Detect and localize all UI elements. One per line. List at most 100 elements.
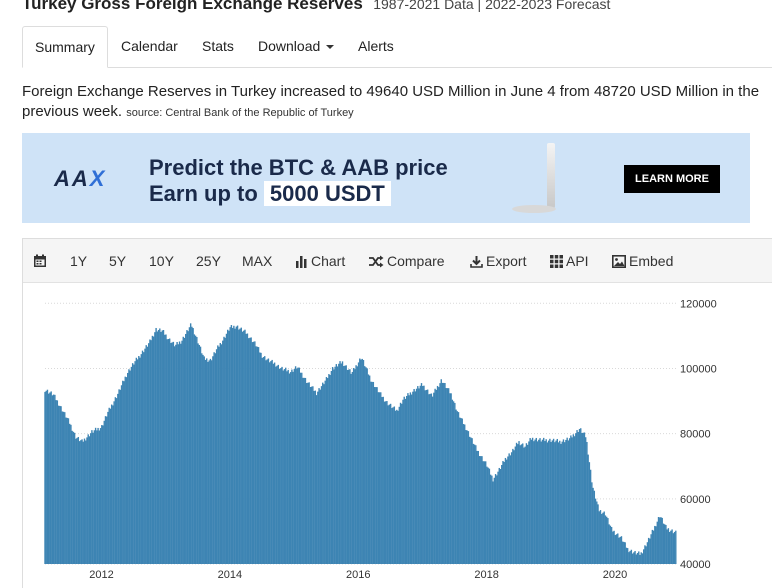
export-button[interactable]: Export xyxy=(470,239,526,283)
chart-bar xyxy=(593,490,596,564)
chart-bar xyxy=(492,481,494,564)
chart-bar xyxy=(183,337,186,564)
chart-bar xyxy=(108,407,110,564)
chart-bar xyxy=(540,441,542,564)
chart-bar xyxy=(333,369,335,564)
chart-bar xyxy=(144,348,146,564)
chart-bar xyxy=(647,537,650,564)
compare-button[interactable]: Compare xyxy=(368,239,445,283)
chart-bar xyxy=(323,384,325,564)
chart-bar xyxy=(123,381,125,564)
chart-bar xyxy=(282,370,284,564)
chart-bar xyxy=(146,346,149,564)
chart-bar xyxy=(281,366,283,564)
chart-bar xyxy=(398,406,400,564)
chart-bar xyxy=(89,433,92,564)
chart-bar xyxy=(238,329,240,564)
chart-bar xyxy=(630,549,633,564)
range-25y-button[interactable]: 25Y xyxy=(196,253,221,269)
chart-bar xyxy=(133,364,135,564)
chart-bar xyxy=(298,367,300,564)
chart-bar xyxy=(51,395,54,564)
chart-bar xyxy=(236,325,239,564)
chart-bar xyxy=(429,393,431,564)
chart-bar xyxy=(533,441,535,564)
chart-bar xyxy=(643,549,645,564)
chart-bar xyxy=(240,327,242,564)
chart-bar xyxy=(103,420,105,564)
chart-bar xyxy=(635,554,638,564)
chart-bar xyxy=(545,439,547,564)
chart-bar xyxy=(671,529,673,564)
chart-bar xyxy=(334,366,336,564)
chart-bar xyxy=(481,456,483,564)
calendar-icon[interactable] xyxy=(33,239,50,283)
tab-summary[interactable]: Summary xyxy=(22,26,108,68)
chart-bar xyxy=(208,360,210,564)
image-icon xyxy=(612,255,626,268)
chart-bar xyxy=(578,428,581,564)
chart-bar xyxy=(668,531,671,564)
chart-bar xyxy=(667,528,670,564)
chart-bar xyxy=(91,430,93,564)
chart-bar xyxy=(607,518,609,564)
chart-bar xyxy=(389,403,392,564)
chart-bar xyxy=(365,367,367,564)
chart-bar xyxy=(375,387,377,564)
chart-bar xyxy=(435,389,438,564)
tab-download[interactable]: Download xyxy=(258,26,335,68)
chart-bar xyxy=(252,341,255,564)
tab-calendar[interactable]: Calendar xyxy=(121,38,178,54)
chart-bar xyxy=(408,395,410,564)
chart-bar xyxy=(519,445,521,564)
range-10y-button[interactable]: 10Y xyxy=(149,253,174,269)
embed-button[interactable]: Embed xyxy=(612,239,673,283)
chart-bar xyxy=(308,382,310,564)
chart-bar xyxy=(166,339,168,564)
chart-bar xyxy=(222,340,224,564)
chart-bar xyxy=(107,411,109,564)
chart-bar xyxy=(387,405,389,564)
chart-bar xyxy=(164,334,166,564)
chart-bar xyxy=(176,341,178,564)
chart-bar xyxy=(583,432,586,564)
chart-bar xyxy=(71,430,73,564)
chart-bar xyxy=(180,343,182,564)
chart-bar xyxy=(286,371,288,564)
chart-bar xyxy=(228,330,230,564)
api-button[interactable]: API xyxy=(550,239,589,283)
tab-stats[interactable]: Stats xyxy=(202,38,234,54)
chart-bar xyxy=(522,443,524,564)
chart-bar xyxy=(497,471,499,564)
chart-bar xyxy=(524,446,526,564)
range-5y-button[interactable]: 5Y xyxy=(109,253,127,269)
chart-bar xyxy=(650,534,652,564)
chart-bar xyxy=(94,427,97,564)
chart-bar xyxy=(225,333,228,564)
chart-bar xyxy=(413,389,415,564)
tab-alerts[interactable]: Alerts xyxy=(358,38,394,54)
advertisement-banner[interactable]: AAX Predict the BTC & AAB price Earn up … xyxy=(22,133,750,223)
chart-type-button[interactable]: Chart xyxy=(295,239,345,283)
chart-bar xyxy=(143,352,145,564)
chart-bar xyxy=(503,461,505,564)
chart-bar xyxy=(301,372,303,564)
chart-bar xyxy=(110,404,113,564)
chart-bar xyxy=(302,377,304,564)
chart-bar xyxy=(346,369,349,564)
chart-bar xyxy=(322,382,324,564)
range-max-button[interactable]: MAX xyxy=(242,253,273,269)
learn-more-button[interactable]: LEARN MORE xyxy=(624,165,720,193)
chart-bar xyxy=(235,326,238,564)
y-tick-label: 120000 xyxy=(680,298,717,310)
chart-bar xyxy=(72,431,75,564)
chart-bar xyxy=(366,368,368,564)
chart-bar xyxy=(614,535,617,564)
chart-bar xyxy=(261,357,263,564)
range-1y-button[interactable]: 1Y xyxy=(70,253,88,269)
chart-bar xyxy=(507,456,509,564)
chart-bar xyxy=(96,430,98,564)
chart-bar xyxy=(355,365,357,564)
chart-bar xyxy=(140,354,142,564)
chart-bar xyxy=(661,517,663,564)
